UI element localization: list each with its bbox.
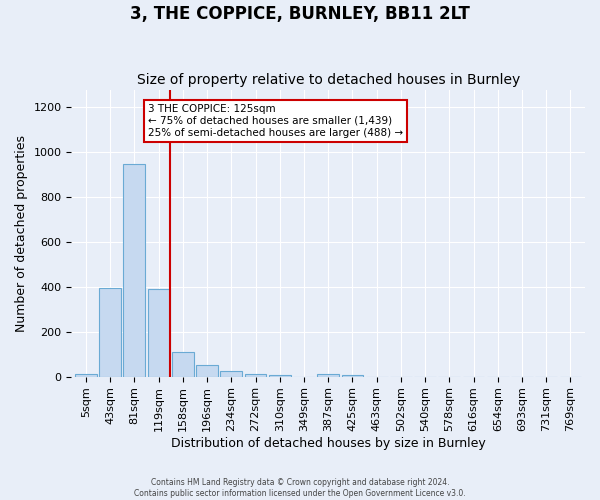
Bar <box>220 371 242 376</box>
Bar <box>245 374 266 376</box>
Text: 3 THE COPPICE: 125sqm
← 75% of detached houses are smaller (1,439)
25% of semi-d: 3 THE COPPICE: 125sqm ← 75% of detached … <box>148 104 403 138</box>
Bar <box>172 352 194 376</box>
Bar <box>124 164 145 376</box>
Text: 3, THE COPPICE, BURNLEY, BB11 2LT: 3, THE COPPICE, BURNLEY, BB11 2LT <box>130 5 470 23</box>
X-axis label: Distribution of detached houses by size in Burnley: Distribution of detached houses by size … <box>171 437 485 450</box>
Bar <box>148 289 170 376</box>
Bar <box>317 374 339 376</box>
Bar <box>75 374 97 376</box>
Text: Contains HM Land Registry data © Crown copyright and database right 2024.
Contai: Contains HM Land Registry data © Crown c… <box>134 478 466 498</box>
Bar <box>99 288 121 376</box>
Title: Size of property relative to detached houses in Burnley: Size of property relative to detached ho… <box>137 73 520 87</box>
Bar <box>196 365 218 376</box>
Y-axis label: Number of detached properties: Number of detached properties <box>15 134 28 332</box>
